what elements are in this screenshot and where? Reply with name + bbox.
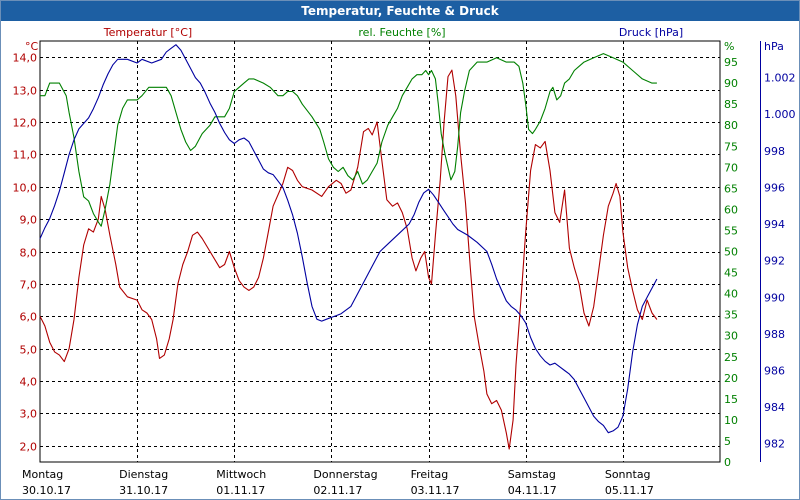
humidity-tick-label: 20 xyxy=(724,372,738,385)
temp-tick-label: 7,0 xyxy=(20,279,38,292)
x-date-label: 05.11.17 xyxy=(605,484,654,497)
x-date-label: 03.11.17 xyxy=(411,484,460,497)
series-group xyxy=(39,44,658,450)
temp-tick-label: 4,0 xyxy=(20,376,38,389)
pressure-axis-title: Druck [hPa] xyxy=(619,26,683,39)
temp-tick-label: 10,0 xyxy=(13,182,38,195)
humidity-axis-title: rel. Feuchte [%] xyxy=(358,26,445,39)
temp-tick-label: 6,0 xyxy=(20,311,38,324)
x-date-label: 04.11.17 xyxy=(508,484,557,497)
temp-tick-label: 11,0 xyxy=(13,149,38,162)
temp-tick-label: 9,0 xyxy=(20,214,38,227)
pressure-tick-label: 984 xyxy=(764,401,785,414)
temp-tick-label: 13,0 xyxy=(13,85,38,98)
humidity-series-line xyxy=(40,53,657,227)
pressure-tick-label: 986 xyxy=(764,364,785,377)
x-day-label: Sonntag xyxy=(605,468,651,481)
temperature-series-line xyxy=(39,69,658,450)
x-day-label: Dienstag xyxy=(119,468,168,481)
x-day-label: Montag xyxy=(22,468,63,481)
pressure-tick-label: 982 xyxy=(764,438,785,451)
humidity-tick-label: 30 xyxy=(724,330,738,343)
humidity-tick-label: 80 xyxy=(724,119,738,132)
plot-area-frame xyxy=(39,40,721,463)
humidity-tick-label: 50 xyxy=(724,246,738,259)
temp-tick-label: 3,0 xyxy=(20,408,38,421)
humidity-tick-label: 15 xyxy=(724,393,738,406)
x-date-label: 30.10.17 xyxy=(22,484,71,497)
x-date-label: 02.11.17 xyxy=(313,484,362,497)
temp-tick-label: 12,0 xyxy=(13,117,38,130)
humidity-tick-label: 75 xyxy=(724,140,738,153)
pressure-tick-label: 994 xyxy=(764,218,785,231)
humidity-tick-label: 5 xyxy=(724,435,731,448)
pressure-tick-label: 992 xyxy=(764,255,785,268)
humidity-unit-label: % xyxy=(724,40,734,53)
grid xyxy=(39,40,761,463)
pressure-tick-label: 998 xyxy=(764,145,785,158)
pressure-series-line xyxy=(39,44,658,434)
humidity-tick-label: 90 xyxy=(724,77,738,90)
humidity-tick-label: 95 xyxy=(724,56,738,69)
pressure-tick-label: 988 xyxy=(764,328,785,341)
humidity-tick-label: 70 xyxy=(724,161,738,174)
x-date-label: 31.10.17 xyxy=(119,484,168,497)
temp-unit-label: °C xyxy=(25,40,39,53)
pressure-tick-label: 996 xyxy=(764,181,785,194)
pressure-unit-label: hPa xyxy=(764,40,784,53)
humidity-tick-label: 65 xyxy=(724,182,738,195)
temp-tick-label: 2,0 xyxy=(20,441,38,454)
x-day-label: Freitag xyxy=(411,468,449,481)
temp-tick-label: 14,0 xyxy=(13,52,38,65)
humidity-tick-label: 45 xyxy=(724,267,738,280)
temp-tick-label: 8,0 xyxy=(20,247,38,260)
pressure-tick-label: 990 xyxy=(764,291,785,304)
humidity-tick-label: 35 xyxy=(724,309,738,322)
humidity-tick-label: 85 xyxy=(724,98,738,111)
humidity-tick-label: 0 xyxy=(724,456,731,469)
temp-axis-title: Temperatur [°C] xyxy=(103,26,192,39)
pressure-tick-label: 1.002 xyxy=(764,72,796,85)
x-day-label: Mittwoch xyxy=(216,468,266,481)
humidity-tick-label: 10 xyxy=(724,414,738,427)
humidity-tick-label: 60 xyxy=(724,203,738,216)
humidity-tick-label: 40 xyxy=(724,288,738,301)
temp-tick-label: 5,0 xyxy=(20,344,38,357)
humidity-tick-label: 55 xyxy=(724,224,738,237)
x-day-label: Samstag xyxy=(508,468,556,481)
x-date-label: 01.11.17 xyxy=(216,484,265,497)
humidity-tick-label: 25 xyxy=(724,351,738,364)
chart-title: Temperatur, Feuchte & Druck xyxy=(1,1,799,21)
x-day-label: Donnerstag xyxy=(313,468,377,481)
axes: °C Temperatur [°C] rel. Feuchte [%] Druc… xyxy=(13,26,796,497)
pressure-tick-label: 1.000 xyxy=(764,108,796,121)
